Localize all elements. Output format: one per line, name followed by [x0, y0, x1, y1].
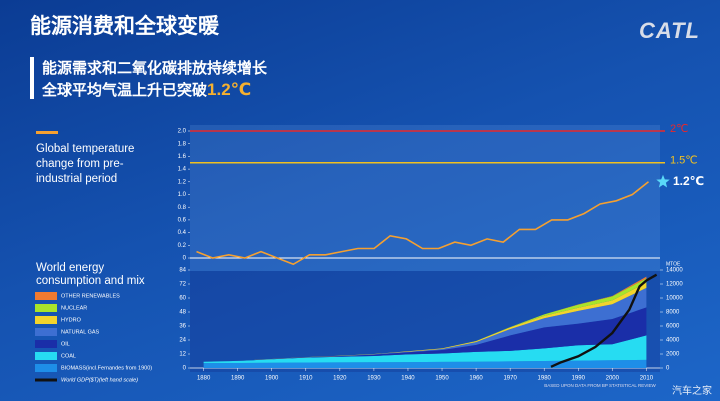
energy-area [203, 359, 647, 368]
annotation-star [656, 174, 670, 188]
legend-label: HYDRO [61, 317, 82, 323]
y-tick-label: 0 [183, 256, 187, 262]
energy-area [203, 335, 647, 364]
subtitle-text: 全球平均气温上升已突破 [42, 82, 208, 99]
temp-legend-swatch [36, 131, 58, 134]
legend-label: COAL [61, 353, 76, 359]
y-tick-label: 1.8 [178, 141, 187, 147]
y-tick-label: 1.0 [178, 192, 187, 198]
reference-label: 2℃ [670, 123, 688, 135]
legend-swatch [35, 352, 57, 360]
energy-area [203, 307, 647, 362]
y-tick-label: 0.6 [178, 217, 187, 223]
annotation-label: 1.2℃ [673, 174, 704, 188]
x-tick-label: 2010 [640, 376, 654, 382]
y2-tick-label: 8000 [666, 310, 680, 316]
x-tick-label: 1940 [401, 376, 415, 382]
y-tick-label: 1.4 [178, 167, 187, 173]
x-tick-label: 1930 [367, 376, 381, 382]
y-tick-label: 0 [183, 366, 187, 372]
y-tick-label: 12 [179, 352, 186, 358]
y-tick-label: 0.8 [178, 205, 187, 211]
y-tick-label: 1.6 [178, 154, 187, 160]
y-tick-label: 60 [179, 296, 186, 302]
logo: CATL [638, 18, 700, 43]
x-tick-label: 1980 [538, 376, 552, 382]
x-tick-label: 1960 [469, 376, 483, 382]
legend-swatch [35, 364, 57, 372]
y-tick-label: 2.0 [178, 129, 187, 135]
legend-swatch [35, 292, 57, 300]
accent-bar [30, 57, 34, 99]
x-tick-label: 1950 [435, 376, 449, 382]
source-note: BASED UPON DATA FROM BP STATISTICAL REVI… [544, 383, 656, 388]
y2-axis-label: MTOE [666, 261, 681, 267]
y2-tick-label: 6000 [666, 324, 680, 330]
legend-label: World GDP($T)(left hand scale) [61, 377, 138, 383]
x-tick-label: 1990 [572, 376, 586, 382]
y-tick-label: 1.2 [178, 179, 187, 185]
y-tick-label: 84 [179, 268, 186, 274]
y2-tick-label: 12000 [666, 282, 683, 288]
x-tick-label: 1880 [197, 376, 211, 382]
y2-tick-label: 10000 [666, 296, 683, 302]
legend-swatch [35, 328, 57, 336]
subtitle-line: 能源需求和二氧化碳排放持续增长 [42, 60, 268, 77]
y2-tick-label: 14000 [666, 268, 683, 274]
x-tick-label: 1900 [265, 376, 279, 382]
x-tick-label: 1890 [231, 376, 245, 382]
legend-label: NUCLEAR [61, 305, 87, 311]
y-tick-label: 48 [179, 310, 186, 316]
energy-legend-title: World energy consumption and mix [36, 262, 145, 287]
y-tick-label: 24 [179, 338, 186, 344]
subtitle-line: 全球平均气温上升已突破1.2℃ [42, 79, 251, 100]
x-tick-label: 1910 [299, 376, 313, 382]
energy-area [203, 287, 647, 362]
temp-legend: Global temperature change from pre-indus… [36, 143, 135, 185]
gdp-line [550, 273, 658, 368]
legend-swatch [35, 340, 57, 348]
y-tick-label: 0.2 [178, 243, 187, 249]
x-tick-label: 2000 [606, 376, 620, 382]
x-tick-label: 1970 [503, 376, 517, 382]
y-tick-label: 72 [179, 282, 186, 288]
legend-label: OIL [61, 341, 70, 347]
temp-panel [190, 125, 660, 271]
legend-label: BIOMASS(incl.Fernandes from 1900) [61, 365, 152, 371]
slide-title: 能源消费和全球变暖 [30, 15, 219, 38]
y2-tick-label: 2000 [666, 352, 680, 358]
legend-label: OTHER RENEWABLES [61, 293, 120, 299]
temperature-line [196, 181, 649, 266]
y2-tick-label: 4000 [666, 338, 680, 344]
legend-label: NATURAL GAS [61, 329, 100, 335]
legend-swatch [35, 304, 57, 312]
y2-tick-label: 0 [666, 366, 670, 372]
y-tick-label: 0.4 [178, 230, 187, 236]
subtitle-highlight: 1.2℃ [207, 80, 252, 99]
x-tick-label: 1920 [333, 376, 347, 382]
legend-swatch [35, 316, 57, 324]
reference-label: 1.5℃ [670, 155, 698, 167]
watermark: 汽车之家 [672, 386, 712, 397]
y-tick-label: 36 [179, 324, 186, 330]
